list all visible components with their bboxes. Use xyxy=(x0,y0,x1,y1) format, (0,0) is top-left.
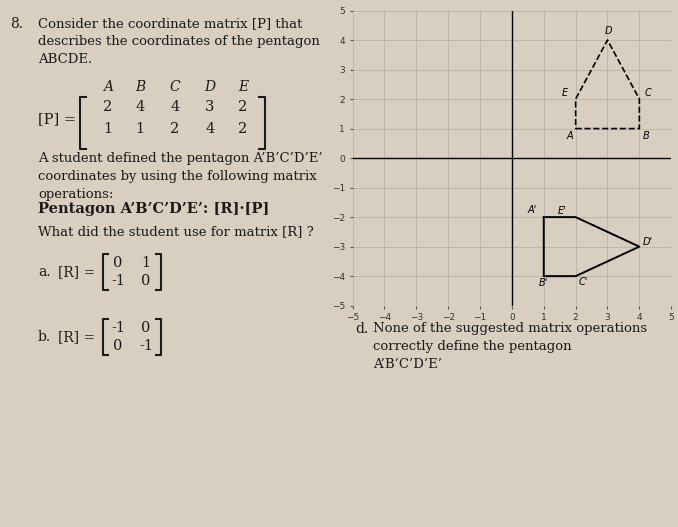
Text: D: D xyxy=(604,26,612,36)
Text: -1: -1 xyxy=(430,274,444,288)
Text: C: C xyxy=(170,80,180,94)
Text: 2: 2 xyxy=(239,100,247,114)
Text: [R] =: [R] = xyxy=(58,330,95,344)
Text: Pentagon A’B’C’D’E’: [R]·[P]: Pentagon A’B’C’D’E’: [R]·[P] xyxy=(38,202,269,216)
Text: -1: -1 xyxy=(111,274,125,288)
Text: None of the suggested matrix operations
correctly define the pentagon
A’B’C’D’E’: None of the suggested matrix operations … xyxy=(373,322,647,371)
Text: C': C' xyxy=(579,277,589,287)
Text: A: A xyxy=(103,80,113,94)
Text: 0: 0 xyxy=(433,256,441,270)
Text: D': D' xyxy=(643,237,654,247)
Text: 2: 2 xyxy=(239,122,247,136)
Text: 1: 1 xyxy=(136,122,144,136)
Text: 4: 4 xyxy=(170,100,180,114)
Text: 2: 2 xyxy=(170,122,180,136)
Text: 4: 4 xyxy=(205,122,215,136)
Text: a.: a. xyxy=(38,265,51,279)
Text: E: E xyxy=(561,88,567,98)
Text: 0: 0 xyxy=(460,274,470,288)
Text: b.: b. xyxy=(38,330,51,344)
Text: A: A xyxy=(566,131,573,141)
Text: C: C xyxy=(644,88,651,98)
Text: B: B xyxy=(135,80,145,94)
Text: 0: 0 xyxy=(141,274,151,288)
Text: 0: 0 xyxy=(113,339,123,353)
Text: A': A' xyxy=(527,204,537,214)
Text: [P] =: [P] = xyxy=(38,112,76,126)
Text: [R] =: [R] = xyxy=(58,265,95,279)
Text: 0: 0 xyxy=(141,321,151,335)
Text: [R] =: [R] = xyxy=(377,265,414,279)
Text: E': E' xyxy=(558,206,567,216)
Text: A student defined the pentagon A’B’C’D’E’
coordinates by using the following mat: A student defined the pentagon A’B’C’D’E… xyxy=(38,152,323,201)
Text: What did the student use for matrix [R] ?: What did the student use for matrix [R] … xyxy=(38,225,314,238)
Text: B: B xyxy=(643,131,650,141)
Text: 1: 1 xyxy=(142,256,151,270)
Text: B': B' xyxy=(539,278,549,288)
Text: -1: -1 xyxy=(458,256,472,270)
Text: 4: 4 xyxy=(136,100,144,114)
Text: 1: 1 xyxy=(104,122,113,136)
Text: 0: 0 xyxy=(113,256,123,270)
Text: 8.: 8. xyxy=(10,17,23,31)
Text: E: E xyxy=(238,80,248,94)
Text: c.: c. xyxy=(355,265,367,279)
Text: -1: -1 xyxy=(139,339,153,353)
Text: d.: d. xyxy=(355,322,368,336)
Text: Consider the coordinate matrix [P] that
describes the coordinates of the pentago: Consider the coordinate matrix [P] that … xyxy=(38,17,320,66)
Text: 3: 3 xyxy=(205,100,215,114)
Text: 2: 2 xyxy=(103,100,113,114)
Text: D: D xyxy=(205,80,216,94)
Text: -1: -1 xyxy=(111,321,125,335)
